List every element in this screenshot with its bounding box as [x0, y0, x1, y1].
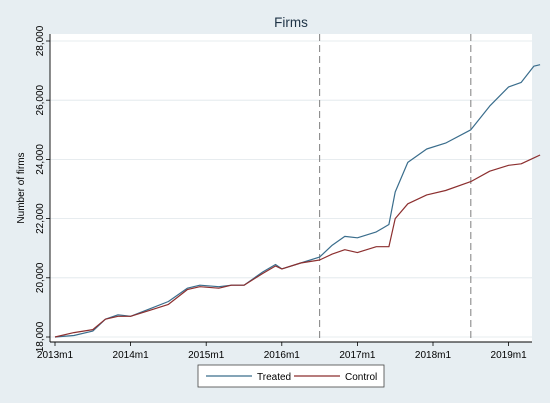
x-tick-label: 2013m1 [37, 350, 74, 361]
plot-area [50, 34, 532, 342]
axes: 18,000 20,000 22,000 24,000 26,000 28,000 2013… [35, 25, 532, 361]
y-axis-title: Number of firms [16, 152, 27, 223]
x-tick-label: 2019m1 [491, 350, 528, 361]
x-tick-label: 2015m1 [188, 350, 225, 361]
y-tick-label: 20,000 [35, 262, 46, 293]
x-tick-label: 2017m1 [339, 350, 376, 361]
reference-lines [319, 34, 472, 342]
y-tick-label: 22,000 [35, 203, 46, 234]
legend-label-treated: Treated [257, 372, 291, 383]
series-line-control [54, 154, 541, 338]
y-tick-label: 26,000 [35, 84, 46, 115]
legend-label-control: Control [345, 372, 377, 383]
x-tick-label: 2018m1 [415, 350, 452, 361]
gridlines [50, 40, 532, 338]
y-tick-label: 18,000 [35, 321, 46, 352]
legend: Treated Control [197, 364, 385, 388]
x-tick-label: 2014m1 [113, 350, 150, 361]
y-tick-label: 28,000 [35, 25, 46, 56]
x-tick-label: 2016m1 [264, 350, 301, 361]
legend-box [197, 364, 385, 388]
series-lines [54, 64, 541, 338]
chart-title: Firms [274, 15, 308, 30]
y-tick-label: 24,000 [35, 144, 46, 175]
